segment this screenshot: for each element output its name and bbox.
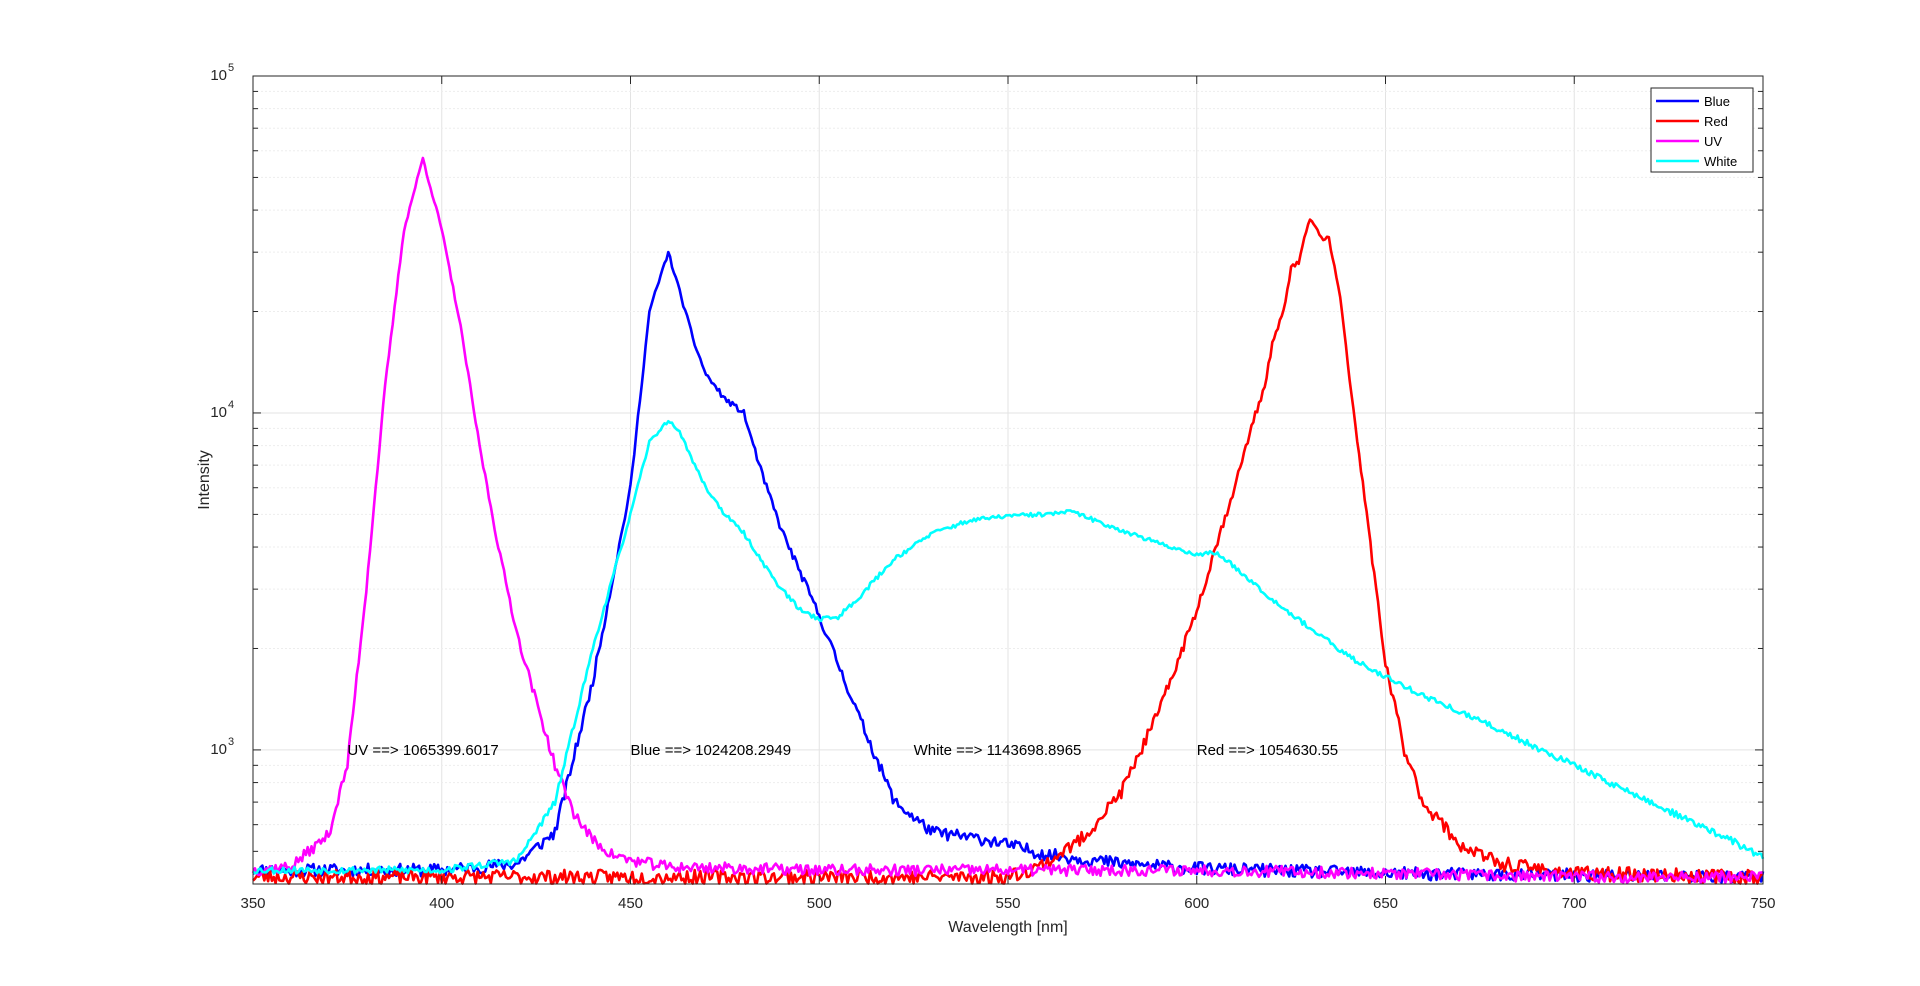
legend-entry: White <box>1704 154 1737 169</box>
series-layer <box>251 156 1765 885</box>
x-tick-label: 450 <box>618 895 643 912</box>
annotation-label: Blue ==> 1024208.2949 <box>631 742 792 759</box>
legend-entry: UV <box>1704 134 1722 149</box>
x-tick-label: 550 <box>995 895 1020 912</box>
annotation-label: Red ==> 1054630.55 <box>1197 742 1338 759</box>
series-line-white <box>252 419 1765 875</box>
x-tick-label: 700 <box>1562 895 1587 912</box>
x-tick-label: 650 <box>1373 895 1398 912</box>
y-axis-label: Intensity <box>196 450 213 510</box>
y-tick-exponent: 5 <box>228 62 234 74</box>
legend-entry: Blue <box>1704 94 1730 109</box>
x-tick-label: 350 <box>240 895 265 912</box>
y-tick-label: 10 <box>210 404 227 421</box>
y-tick-exponent: 4 <box>228 399 234 411</box>
x-axis-label: Wavelength [nm] <box>948 919 1067 936</box>
legend: Blue Red UV White <box>1650 87 1754 173</box>
series-line-uv <box>251 156 1764 885</box>
x-tick-label: 500 <box>807 895 832 912</box>
annotation-label: UV ==> 1065399.6017 <box>347 742 498 759</box>
annotations: UV ==> 1065399.6017 Blue ==> 1024208.2949… <box>347 742 1338 759</box>
legend-entry: Red <box>1704 114 1728 129</box>
grid <box>252 76 1764 885</box>
x-tick-label: 400 <box>429 895 454 912</box>
x-tick-label: 600 <box>1184 895 1209 912</box>
y-tick-exponent: 3 <box>228 736 234 748</box>
series-line-blue <box>252 250 1765 884</box>
x-tick-label: 750 <box>1750 895 1775 912</box>
y-tick-label: 10 <box>210 67 227 84</box>
y-tick-label: 10 <box>210 741 227 758</box>
annotation-label: White ==> 1143698.8965 <box>914 742 1082 759</box>
